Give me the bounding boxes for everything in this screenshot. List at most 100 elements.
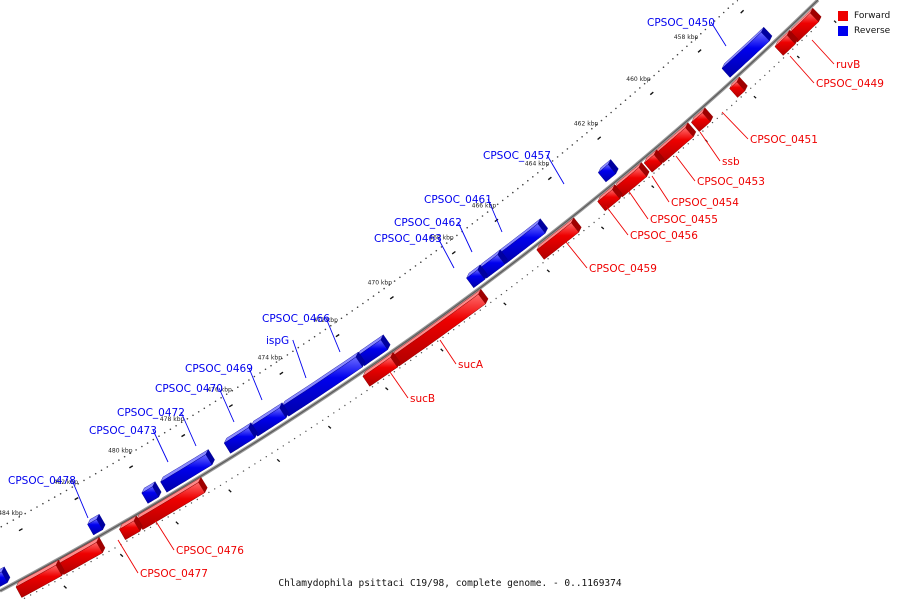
axis-dot — [231, 477, 233, 479]
axis-dot — [333, 412, 335, 414]
gene-cpsoc-0473[interactable] — [141, 486, 160, 504]
gene-cpsoc-0449-label[interactable]: CPSOC_0449 — [816, 78, 884, 90]
gene-ruvb-label[interactable]: ruvB — [836, 59, 860, 71]
axis-dot — [431, 344, 433, 346]
axis-dot — [242, 382, 245, 385]
gene-ruvb-leader — [811, 39, 835, 65]
axis-dot — [141, 445, 143, 448]
axis-dot — [623, 197, 625, 199]
axis-dot — [96, 557, 98, 559]
gene-cpsoc-0461[interactable] — [498, 223, 546, 265]
gene-cpsoc-0453[interactable] — [655, 127, 694, 163]
axis-dot — [624, 99, 627, 101]
gene-ssb[interactable] — [691, 112, 711, 132]
axis-dot — [648, 78, 651, 81]
axis-dot — [810, 30, 812, 33]
axis-dot — [48, 584, 50, 586]
axis-dot — [605, 115, 608, 118]
gene-cpsoc-0469-label[interactable]: CPSOC_0469 — [185, 363, 253, 375]
gene-cpsoc-0472[interactable] — [160, 454, 213, 493]
axis-dot — [456, 234, 458, 237]
axis-dot — [442, 336, 444, 339]
gene-ssb-label[interactable]: ssb — [722, 156, 740, 168]
axis-dot — [583, 229, 585, 232]
axis-dot — [305, 430, 307, 432]
gene-cpsoc-0450-label[interactable]: CPSOC_0450 — [647, 17, 715, 29]
axis-dot — [138, 533, 140, 535]
axis-dot — [36, 591, 38, 593]
gene-cpsoc-0476-label[interactable]: CPSOC_0476 — [176, 545, 244, 557]
gene-cpsoc-0470-label[interactable]: CPSOC_0470 — [155, 383, 223, 395]
axis-dot — [90, 560, 92, 563]
gene-suca-label[interactable]: sucA — [458, 359, 484, 371]
gene-cpsoc-0469-leader — [248, 367, 263, 401]
gene-cpsoc-0466[interactable] — [357, 339, 389, 367]
gene-cpsoc-0476[interactable] — [136, 482, 206, 530]
axis-tick-label: 484 kbp — [0, 510, 23, 517]
gene-ispg[interactable] — [281, 356, 363, 417]
gene-cpsoc-0459[interactable] — [536, 222, 580, 260]
gene-unlabeled-1[interactable] — [57, 541, 103, 575]
gene-cpsoc-0472-label[interactable]: CPSOC_0472 — [117, 407, 185, 419]
gene-cpsoc-0466-label[interactable]: CPSOC_0466 — [262, 313, 330, 325]
gene-cpsoc-0477-label[interactable]: CPSOC_0477 — [140, 568, 208, 580]
gene-cpsoc-0453-label[interactable]: CPSOC_0453 — [697, 176, 765, 188]
axis-dot — [682, 147, 685, 149]
axis-dot — [615, 107, 617, 110]
gene-cpsoc-0459-label[interactable]: CPSOC_0459 — [589, 263, 657, 275]
gene-cpsoc-0463[interactable] — [466, 269, 486, 289]
gene-cpsoc-0477[interactable] — [119, 520, 141, 541]
axis-dot — [511, 286, 513, 288]
axis-dot — [576, 140, 578, 142]
axis-dot — [687, 143, 689, 145]
gene-cpsoc-0461-label[interactable]: CPSOC_0461 — [424, 194, 492, 206]
gene-cpsoc-0449[interactable] — [774, 34, 796, 56]
gene-cpsoc-0473-label[interactable]: CPSOC_0473 — [89, 425, 157, 437]
axis-tick — [440, 348, 444, 352]
axis-dot — [634, 91, 636, 93]
gene-cpsoc-0456[interactable] — [597, 189, 621, 212]
gene-unlabeled-2[interactable] — [15, 564, 63, 598]
axis-dot — [322, 419, 324, 421]
gene-cpsoc-0469[interactable] — [250, 407, 287, 437]
axis-dot — [415, 355, 417, 358]
gene-cpsoc-0463-label[interactable]: CPSOC_0463 — [374, 233, 442, 245]
gene-suca[interactable] — [391, 293, 486, 367]
gene-cpsoc-0463-leader — [437, 237, 455, 269]
axis-tick-label: 468 kbp — [429, 234, 454, 241]
gene-ispg-label[interactable]: ispG — [266, 335, 289, 347]
gene-cpsoc-0456-label[interactable]: CPSOC_0456 — [630, 230, 698, 242]
gene-cpsoc-0451-label[interactable]: CPSOC_0451 — [750, 134, 818, 146]
gene-cpsoc-0450[interactable] — [721, 31, 770, 78]
gene-cpsoc-0457[interactable] — [597, 164, 617, 183]
gene-cpsoc-0451[interactable] — [729, 81, 746, 98]
gene-cpsoc-0454[interactable] — [643, 154, 663, 173]
axis-dot — [638, 184, 640, 187]
axis-dot — [393, 280, 396, 282]
gene-cpsoc-0455-label[interactable]: CPSOC_0455 — [650, 214, 718, 226]
axis-dot — [521, 278, 523, 280]
gene-cpsoc-0457-label[interactable]: CPSOC_0457 — [483, 150, 551, 162]
gene-cpsoc-0470[interactable] — [223, 427, 256, 454]
axis-dot — [782, 57, 785, 59]
gene-cpsoc-0455-leader — [627, 189, 649, 220]
axis-dot — [265, 456, 267, 458]
gene-ruvb[interactable] — [788, 12, 820, 43]
axis-dot — [410, 359, 412, 362]
axis-dot — [721, 113, 723, 115]
axis-dot — [42, 502, 44, 505]
gene-sucb[interactable] — [362, 356, 398, 387]
legend-forward: Forward — [838, 8, 890, 23]
gene-cpsoc-0478[interactable] — [87, 518, 104, 536]
axis-dot — [501, 199, 504, 202]
gene-cpsoc-0478-label[interactable]: CPSOC_0478 — [8, 475, 76, 487]
gene-cpsoc-0454-label[interactable]: CPSOC_0454 — [671, 197, 739, 209]
axis-dot — [736, 0, 739, 1]
axis-dot — [618, 201, 620, 203]
gene-cpsoc-0462-label[interactable]: CPSOC_0462 — [394, 217, 462, 229]
gene-unlabeled-3[interactable] — [0, 571, 8, 588]
gene-sucb-label[interactable]: sucB — [410, 393, 435, 405]
axis-dot — [163, 431, 166, 434]
gene-ispg-top-face — [281, 351, 359, 407]
axis-dot — [591, 127, 593, 130]
